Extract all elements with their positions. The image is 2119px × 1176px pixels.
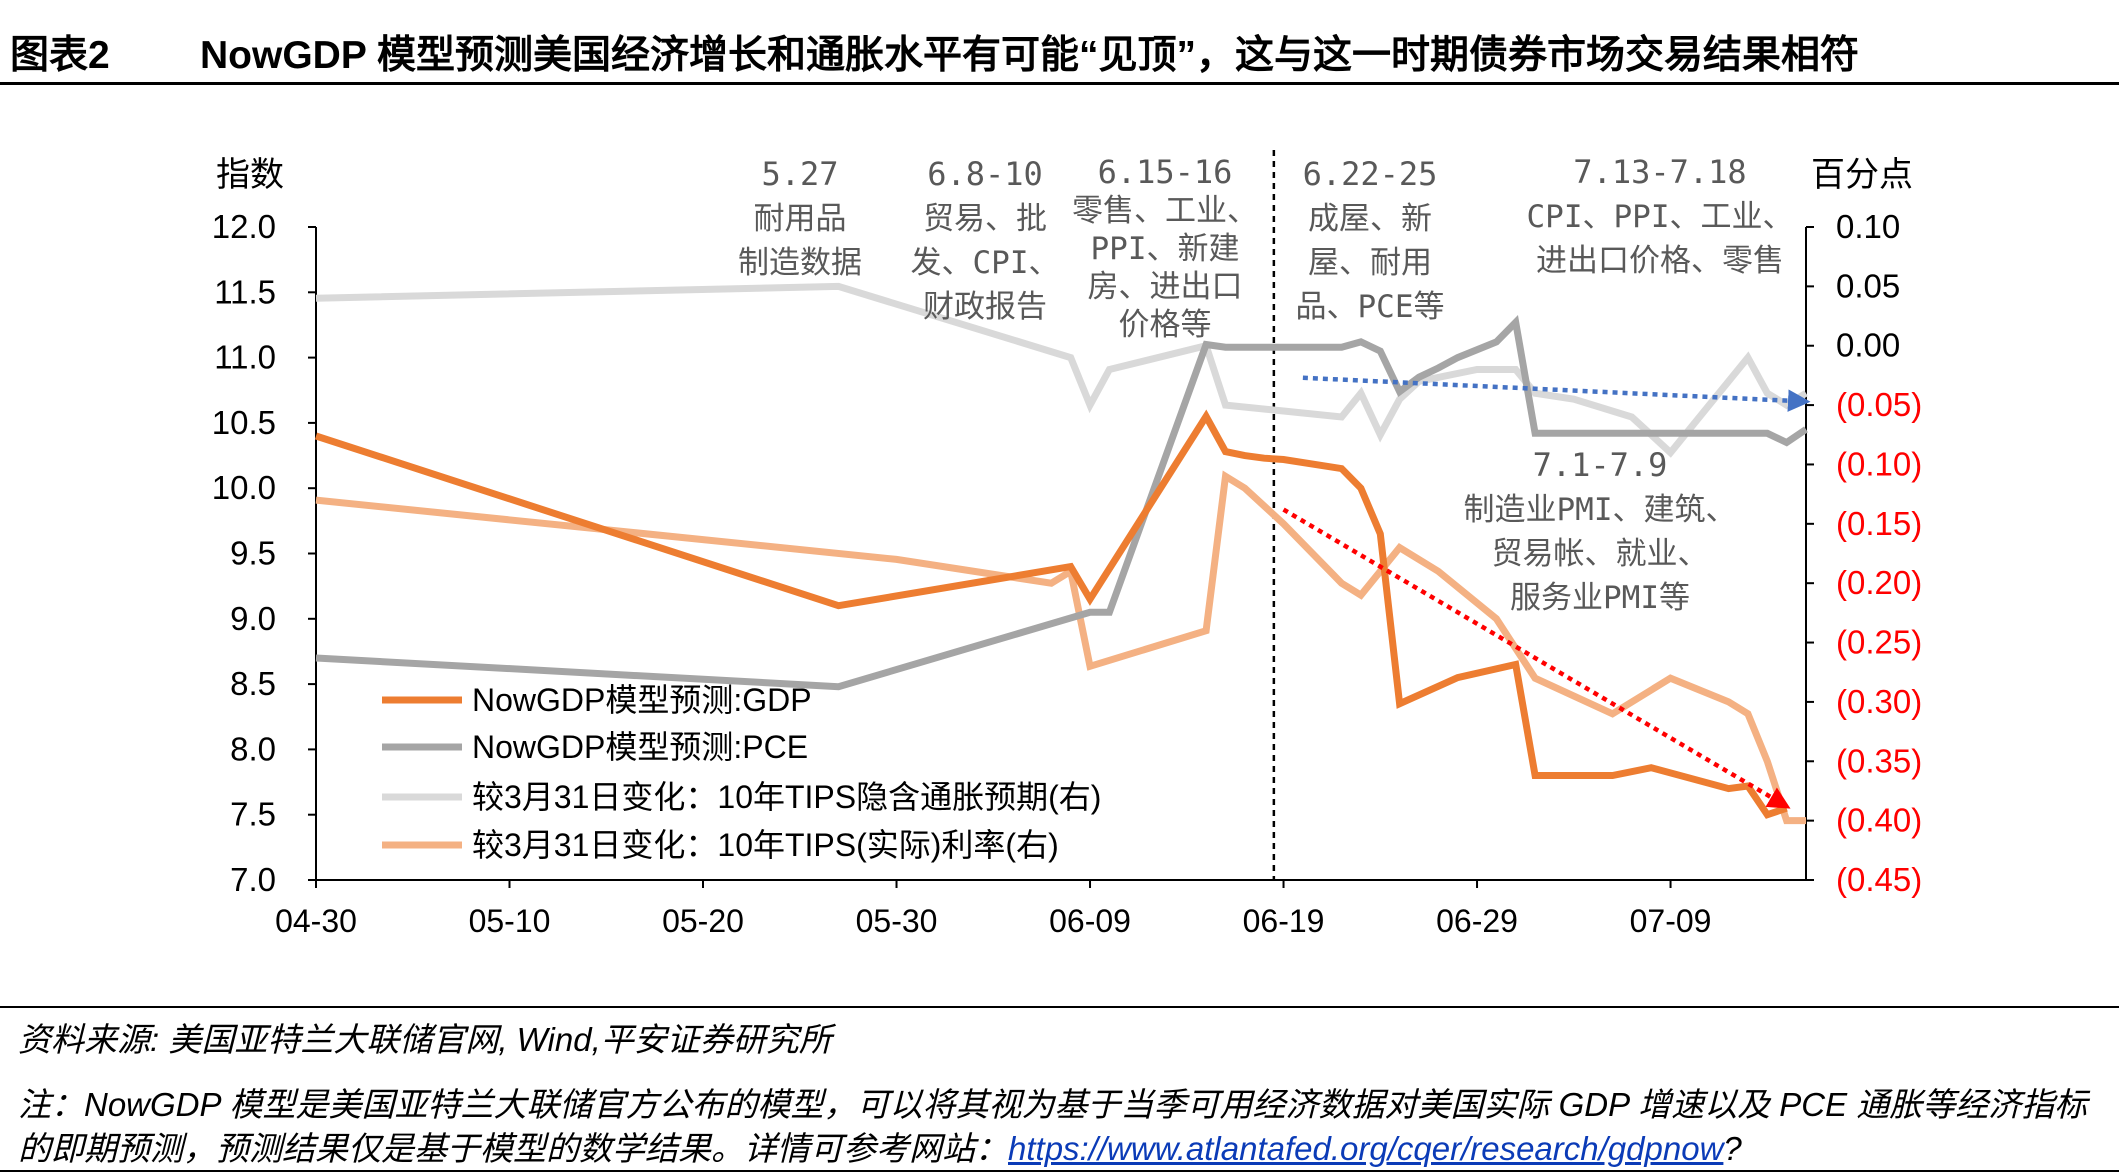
footnote-tail: ?	[1723, 1130, 1742, 1167]
event-annotation: 品、PCE等	[1296, 289, 1445, 325]
right-tick-label: (0.30)	[1836, 683, 1922, 720]
right-tick-label: (0.25)	[1836, 624, 1922, 661]
right-tick-label: 0.00	[1836, 327, 1900, 364]
footer-rule-bottom	[0, 1170, 2119, 1172]
right-tick-label: 0.10	[1836, 208, 1900, 245]
x-tick-label: 06-19	[1243, 903, 1325, 939]
legend-entry: NowGDP模型预测:GDP	[472, 682, 812, 718]
left-tick-label: 11.0	[214, 339, 276, 376]
event-annotation: 7.13-7.18	[1573, 153, 1746, 191]
x-tick-label: 06-29	[1436, 903, 1518, 939]
event-annotation: 制造业PMI、建筑、	[1464, 492, 1737, 528]
x-tick-label: 06-09	[1049, 903, 1131, 939]
figure-header: 图表2 NowGDP 模型预测美国经济增长和通胀水平有可能“见顶”，这与这一时期…	[0, 0, 2119, 82]
header-rule	[0, 82, 2119, 85]
event-annotation: 发、CPI、	[911, 245, 1060, 281]
right-tick-label: (0.45)	[1836, 861, 1922, 898]
event-annotation: 价格等	[1119, 307, 1212, 343]
x-tick-label: 05-10	[469, 903, 551, 939]
event-annotation: 制造数据	[738, 245, 862, 281]
event-annotation: 服务业PMI等	[1510, 580, 1690, 616]
x-tick-label: 05-20	[662, 903, 744, 939]
x-tick-label: 04-30	[275, 903, 357, 939]
right-tick-label: (0.40)	[1836, 802, 1922, 839]
left-tick-label: 10.0	[212, 469, 276, 506]
event-annotation: 贸易、批	[923, 201, 1047, 237]
right-tick-label: 0.05	[1836, 267, 1900, 304]
left-tick-label: 7.5	[230, 796, 276, 833]
series-line	[314, 409, 1788, 819]
event-annotation: 耐用品	[754, 201, 847, 237]
legend-entry: NowGDP模型预测:PCE	[472, 729, 808, 765]
right-tick-label: (0.05)	[1836, 386, 1922, 423]
event-annotation: CPI、PPI、工业、	[1527, 199, 1794, 235]
left-tick-label: 7.0	[230, 861, 276, 898]
right-tick-label: (0.35)	[1836, 742, 1922, 779]
event-annotation: 6.8-10	[927, 155, 1043, 193]
event-annotation: 成屋、新	[1308, 201, 1432, 237]
figure-title: NowGDP 模型预测美国经济增长和通胀水平有可能“见顶”，这与这一时期债券市场…	[200, 34, 1859, 77]
left-tick-label: 8.0	[230, 730, 276, 767]
left-axis-title: 指数	[216, 156, 284, 194]
event-annotation: 财政报告	[923, 289, 1047, 325]
event-annotation: 7.1-7.9	[1533, 446, 1668, 484]
left-tick-label: 10.5	[212, 404, 276, 441]
left-tick-label: 12.0	[212, 208, 276, 245]
legend-entry: 较3月31日变化：10年TIPS隐含通胀预期(右)	[472, 779, 1101, 815]
source-note: 资料来源: 美国亚特兰大联储官网, Wind,平安证券研究所	[18, 1021, 832, 1058]
footnote-text: 注：NowGDP 模型是美国亚特兰大联储官方公布的模型，可以将其视为基于当季可用…	[18, 1086, 2088, 1167]
right-tick-label: (0.10)	[1836, 445, 1922, 482]
trend-arrow	[1282, 507, 1791, 809]
footnote: 注：NowGDP 模型是美国亚特兰大联储官方公布的模型，可以将其视为基于当季可用…	[18, 1083, 2108, 1171]
event-annotation: PPI、新建	[1091, 231, 1240, 267]
x-tick-label: 05-30	[856, 903, 938, 939]
left-tick-label: 8.5	[230, 665, 276, 702]
event-annotation: 进出口价格、零售	[1536, 243, 1784, 279]
x-tick-label: 07-09	[1630, 903, 1712, 939]
event-annotation: 房、进出口	[1088, 269, 1243, 305]
right-tick-label: (0.15)	[1836, 505, 1922, 542]
trend-arrow	[1302, 375, 1811, 412]
event-annotation: 屋、耐用	[1308, 245, 1432, 281]
left-tick-label: 11.5	[214, 273, 276, 310]
legend-entry: 较3月31日变化：10年TIPS(实际)利率(右)	[472, 827, 1059, 863]
left-tick-label: 9.0	[230, 600, 276, 637]
right-tick-label: (0.20)	[1836, 564, 1922, 601]
series-line	[315, 282, 1808, 458]
footer-rule-top	[0, 1006, 2119, 1008]
figure-label: 图表2	[10, 34, 110, 77]
event-annotation: 6.22-25	[1303, 155, 1438, 193]
event-annotation: 5.27	[761, 155, 838, 193]
right-axis-title: 百分点	[1811, 156, 1913, 194]
left-tick-label: 9.5	[230, 535, 276, 572]
gdpnow-link[interactable]: https://www.atlantafed.org/cqer/research…	[1008, 1130, 1724, 1167]
event-annotation: 零售、工业、	[1072, 193, 1258, 229]
event-annotation: 贸易帐、就业、	[1492, 536, 1709, 572]
chart-canvas: 指数 百分点 12.0 11.5 11.0 10.5 10.0 9.5 9.0 8.5 8.0 7.5…	[212, 150, 1922, 939]
event-annotation: 6.15-16	[1098, 153, 1233, 191]
